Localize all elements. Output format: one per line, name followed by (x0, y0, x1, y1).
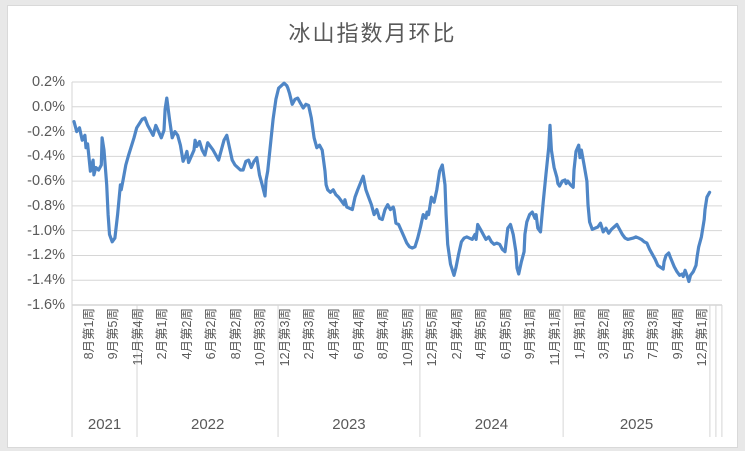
series-line (72, 81, 712, 284)
x-tick-label: 6月第4周 (351, 308, 366, 360)
x-tick-label: 4月第4周 (327, 308, 342, 360)
y-tick-label: -0.8% (27, 197, 65, 214)
x-tick-label: 12月第3周 (277, 308, 292, 367)
x-tick-label: 10月第5周 (400, 308, 415, 367)
x-tick-label: 11月第4周 (130, 308, 145, 366)
x-tick-label: 2月第4周 (449, 308, 464, 360)
x-tick-label: 10月第3周 (253, 308, 268, 367)
year-label: 2022 (190, 416, 225, 433)
y-tick-label: 0.2% (31, 74, 65, 90)
x-tick-label: 1月第1周 (572, 308, 587, 360)
x-tick-label: 12月第1周 (695, 308, 710, 367)
x-tick-label: 11月第1周 (547, 308, 562, 366)
y-tick-label: -1.2% (27, 247, 65, 264)
x-tick-label: 2月第1周 (155, 308, 170, 360)
year-label: 2025 (619, 416, 654, 433)
year-label: 2023 (332, 416, 366, 433)
chart-title: 冰山指数月环比 (288, 21, 457, 46)
x-tick-label: 8月第4周 (376, 308, 391, 360)
y-tick-label: -1.4% (27, 272, 65, 289)
x-tick-label: 4月第2周 (179, 308, 194, 360)
year-label: 2024 (474, 416, 509, 433)
y-tick-label: -0.2% (27, 123, 65, 140)
year-label: 2021 (87, 416, 122, 433)
x-tick-label: 5月第3周 (621, 308, 636, 360)
x-tick-label: 8月第2周 (228, 308, 243, 360)
x-tick-label: 3月第2周 (597, 308, 612, 360)
x-tick-label: 4月第5周 (474, 308, 489, 360)
y-tick-label: -0.6% (27, 173, 65, 190)
x-tick-label: 6月第5周 (498, 308, 513, 360)
x-tick-label: 9月第5周 (106, 308, 121, 360)
x-tick-label: 12月第5周 (425, 308, 440, 367)
x-tick-label: 7月第3周 (646, 308, 661, 360)
x-tick-label: 9月第4周 (670, 308, 685, 360)
x-tick-label: 8月第1周 (81, 308, 96, 360)
x-tick-label: 6月第2周 (204, 308, 219, 360)
y-tick-label: 0.0% (31, 98, 65, 115)
x-tick-label: 2月第3周 (302, 308, 317, 360)
x-tick-label: 9月第1周 (523, 308, 538, 360)
y-tick-label: -1.0% (27, 222, 65, 239)
y-tick-label: -0.4% (27, 148, 65, 165)
y-tick-label: -1.6% (27, 297, 65, 314)
